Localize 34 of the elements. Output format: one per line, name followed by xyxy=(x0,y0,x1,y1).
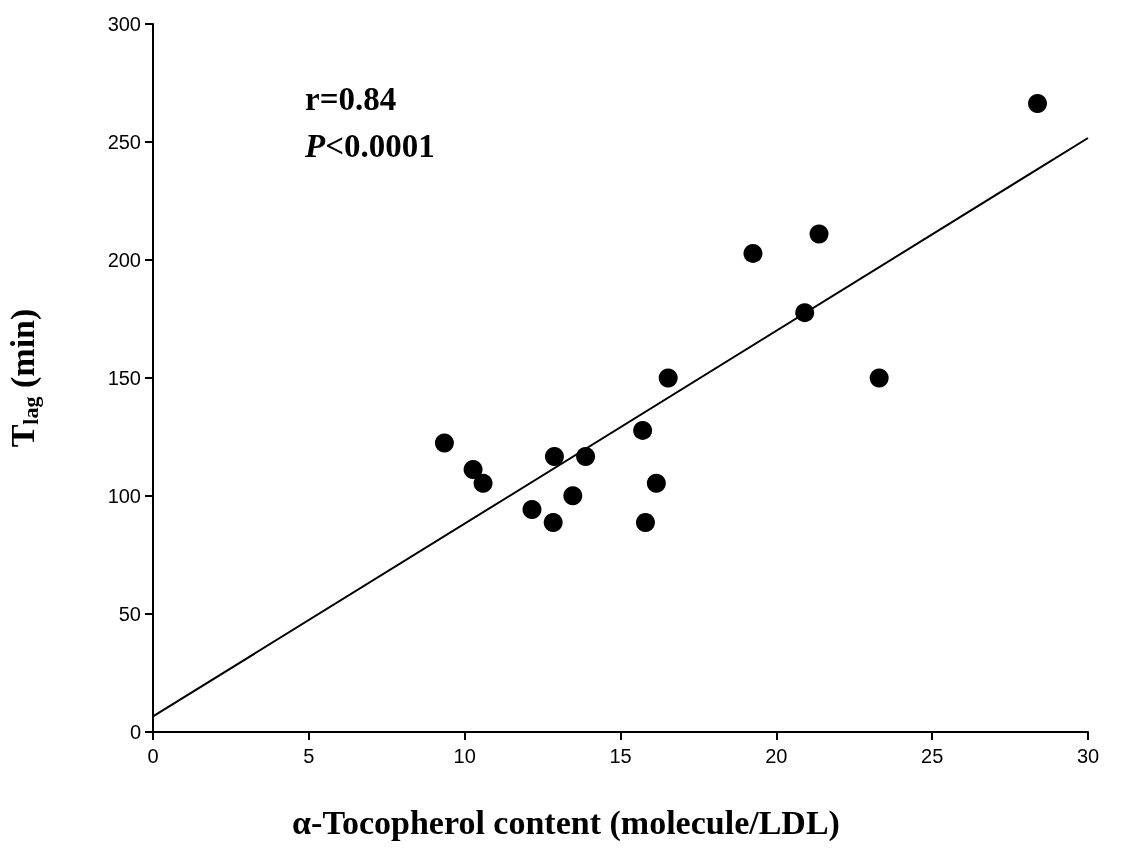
x-tick-label: 0 xyxy=(147,745,159,767)
point xyxy=(522,499,542,519)
point xyxy=(635,512,655,532)
point xyxy=(434,433,454,453)
x-tick-label: 10 xyxy=(453,745,476,767)
x-tick-label: 30 xyxy=(1076,745,1100,767)
point xyxy=(869,368,889,388)
y-tick-label: 150 xyxy=(107,367,141,389)
point xyxy=(473,473,493,493)
point xyxy=(633,420,653,440)
point xyxy=(1028,94,1048,114)
y-tick-label: 0 xyxy=(129,721,141,743)
y-tick-label: 200 xyxy=(107,249,141,271)
annotation: P<0.0001 xyxy=(304,127,435,164)
point xyxy=(463,460,483,480)
point xyxy=(563,486,583,506)
y-tick-label: 250 xyxy=(107,131,141,153)
y-tick-label: 300 xyxy=(107,13,141,35)
y-tick-label: 100 xyxy=(107,485,141,507)
y-axis-title: Tlag (min) xyxy=(3,308,43,448)
y-tick-label: 50 xyxy=(118,603,141,625)
x-tick-label: 25 xyxy=(921,745,944,767)
x-tick-label: 15 xyxy=(609,745,632,767)
annotation: r=0.84 xyxy=(305,80,397,117)
point xyxy=(543,512,563,532)
point xyxy=(658,368,678,388)
point xyxy=(576,447,596,467)
x-tick-label: 20 xyxy=(765,745,788,767)
point xyxy=(743,243,763,263)
point xyxy=(544,447,564,467)
point xyxy=(809,224,829,244)
x-tick-label: 5 xyxy=(303,745,315,767)
x-axis-title: α-Tocopherol content (molecule/LDL) xyxy=(292,803,840,842)
point xyxy=(646,473,666,493)
